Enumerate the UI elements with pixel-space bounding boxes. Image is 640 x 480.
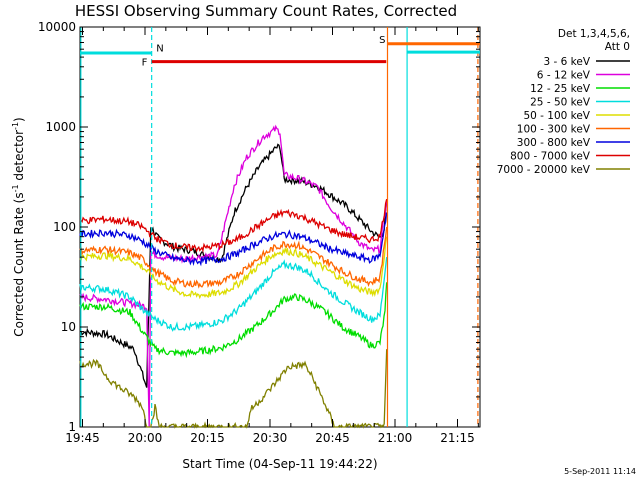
x-axis-title: Start Time (04-Sep-11 19:44:22): [182, 457, 377, 471]
y-axis-title-sup2: -1: [11, 122, 20, 130]
legend-label-800-7000-kev: 800 - 7000 keV: [510, 151, 591, 163]
series-line-800-7000-kev: [79, 198, 388, 253]
series-line-3-6-kev: [79, 143, 388, 388]
series-layer: [79, 124, 388, 429]
attenuator-state-layer: FN S: [80, 27, 480, 427]
series-line-25-50-kev: [79, 257, 388, 332]
x-tick-label-20-00: 20:00: [128, 431, 163, 445]
marker-label-f: F: [142, 58, 148, 69]
x-tick-label-21-00: 21:00: [378, 431, 413, 445]
y-axis-title: Corrected Count Rate (s-1 detector-1): [11, 117, 26, 336]
legend-header-detectors: Det 1,3,4,5,6,: [558, 28, 630, 40]
series-line-7000-20000-kev: [79, 349, 388, 429]
y-tick-label-10000: 10000: [38, 20, 76, 34]
legend: Det 1,3,4,5,6, Att 0 3 - 6 keV 6 - 12 keV…: [497, 28, 630, 176]
legend-label-300-800-kev: 300 - 800 keV: [517, 137, 591, 149]
legend-label-50-100-kev: 50 - 100 keV: [523, 110, 590, 122]
x-tick-label-19-45: 19:45: [65, 431, 100, 445]
series-line-300-800-kev: [79, 212, 388, 267]
marker-label-s: S: [379, 35, 385, 46]
x-tick-label-20-45: 20:45: [315, 431, 350, 445]
x-tick-label-20-30: 20:30: [253, 431, 288, 445]
x-tick-label-20-15: 20:15: [190, 431, 225, 445]
chart-title: HESSI Observing Summary Count Rates, Cor…: [75, 2, 457, 20]
marker-label-n: N: [156, 43, 163, 54]
legend-label-7000-20000-kev: 7000 - 20000 keV: [497, 164, 591, 176]
y-tick-label-10: 10: [61, 320, 76, 334]
datestamp: 5-Sep-2011 11:14: [564, 467, 636, 476]
legend-label-100-300-kev: 100 - 300 keV: [517, 124, 591, 136]
legend-header-attenuator: Att 0: [605, 41, 630, 53]
series-line-50-100-kev: [79, 236, 388, 300]
series-line-6-12-kev: [79, 124, 388, 428]
legend-label-3-6-kev: 3 - 6 keV: [543, 56, 590, 68]
series-line-100-300-kev: [79, 226, 388, 289]
y-axis-title-end: ): [12, 117, 26, 122]
legend-label-12-25-kev: 12 - 25 keV: [530, 83, 591, 95]
x-tick-label-21-15: 21:15: [440, 431, 475, 445]
y-axis-title-sup1: -1: [11, 184, 20, 192]
y-axis-title-mid: detector: [12, 130, 26, 185]
y-tick-label-100: 100: [53, 220, 76, 234]
y-axis-title-main: Corrected Count Rate (s: [12, 192, 26, 336]
y-tick-label-1000: 1000: [45, 120, 76, 134]
legend-label-25-50-kev: 25 - 50 keV: [530, 97, 591, 109]
y-tick-label-1: 1: [68, 420, 76, 434]
series-line-12-25-kev: [79, 282, 388, 359]
axis-ticks: 19:45 20:00 20:15 20:30 20:45 21:00 21:15 1 10 10…: [38, 20, 480, 445]
legend-label-6-12-kev: 6 - 12 keV: [537, 70, 591, 82]
plot-area: FNS 19:45 20:00 20:15 20:30 20:45 21:00 21:151…: [38, 20, 481, 445]
